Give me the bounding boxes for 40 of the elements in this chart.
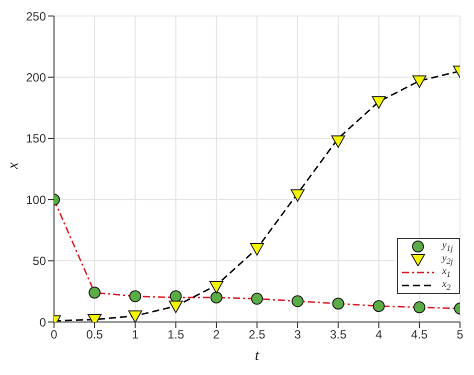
point	[331, 135, 346, 148]
point	[170, 290, 182, 302]
y-tick-label: 250	[26, 9, 46, 24]
point	[372, 300, 385, 312]
point	[290, 189, 305, 202]
y-tick-label: 0	[39, 315, 46, 330]
point	[209, 281, 224, 294]
point	[250, 243, 264, 256]
y-tick-label: 100	[26, 192, 46, 207]
x-axis-title: t	[254, 348, 260, 364]
point	[168, 300, 183, 314]
point	[292, 295, 304, 308]
x-tick-label: 0	[50, 328, 58, 342]
y-tick-label: 50	[32, 254, 46, 268]
legend-label: y$_{1j}$	[442, 240, 453, 253]
y-tick-label: 200	[26, 70, 46, 84]
x-tick-label: 3	[294, 328, 302, 342]
legend-label: x$_{2}$	[442, 279, 451, 292]
x-tick-label: 2	[213, 328, 220, 342]
x-tick-label: 0.5	[86, 328, 104, 342]
y-tick-label: 150	[26, 132, 46, 146]
x-tick-label: 1.5	[167, 328, 184, 342]
x-tick-label: 3.5	[330, 328, 347, 342]
x-tick-label: 2.5	[248, 328, 266, 342]
x-tick-label: 1	[132, 328, 139, 342]
point	[210, 292, 222, 304]
point	[128, 310, 142, 322]
point	[251, 292, 263, 305]
legend-label: y$_{2j}$	[442, 253, 453, 266]
point	[88, 286, 101, 299]
point	[372, 96, 386, 109]
x-tick-label: 5	[456, 328, 464, 342]
point	[129, 290, 142, 302]
point	[413, 301, 426, 314]
x-tick-label: 4.5	[411, 328, 428, 342]
y-axis-title: x	[5, 162, 22, 170]
point	[412, 75, 426, 88]
x-tick-label: 4	[375, 328, 382, 342]
point	[332, 298, 344, 310]
legend-label: x$_{1}$	[442, 266, 451, 279]
